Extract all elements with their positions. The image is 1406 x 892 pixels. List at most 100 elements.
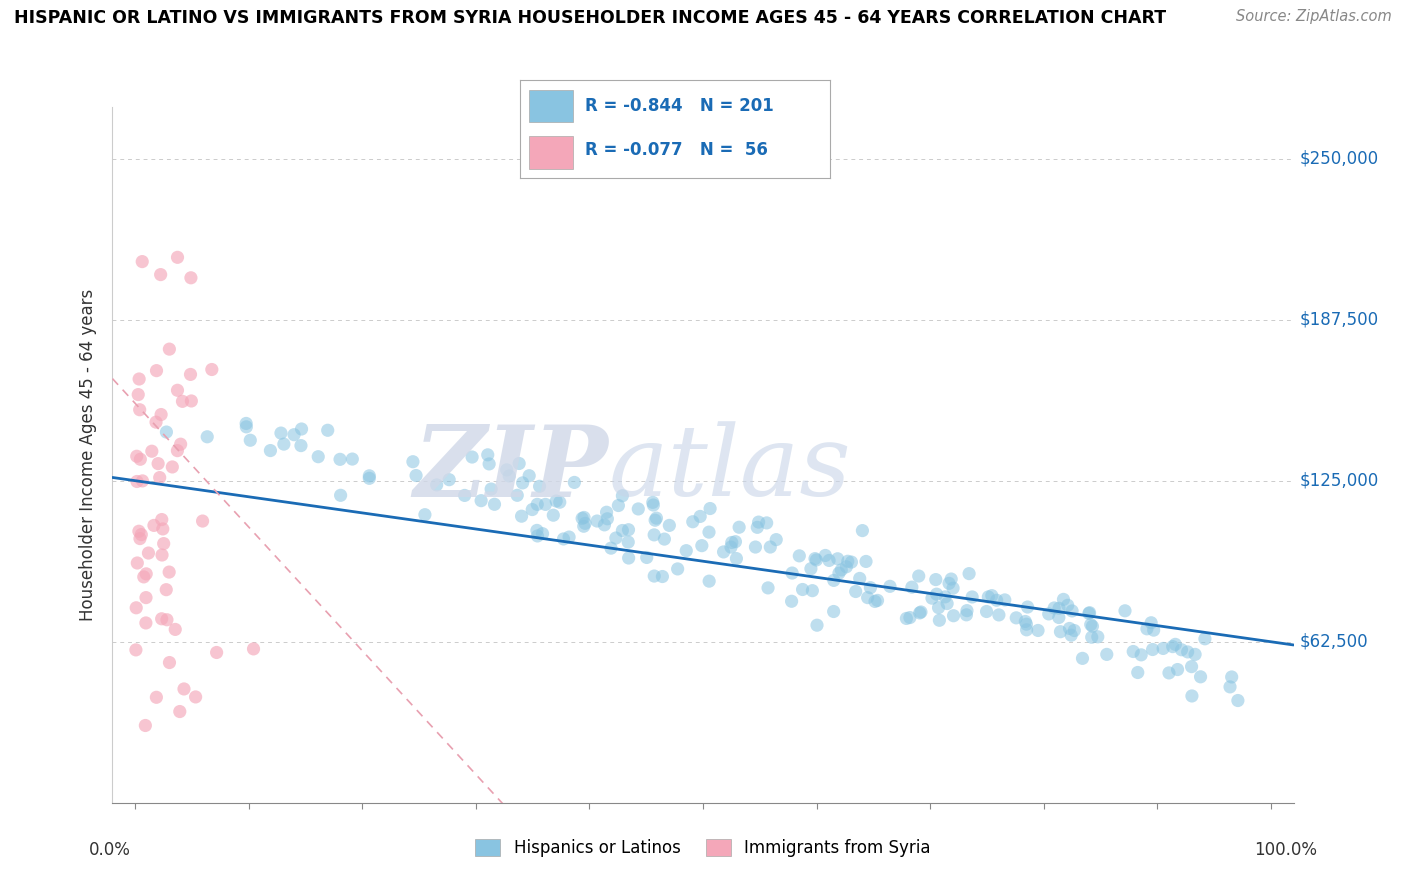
- Text: HISPANIC OR LATINO VS IMMIGRANTS FROM SYRIA HOUSEHOLDER INCOME AGES 45 - 64 YEAR: HISPANIC OR LATINO VS IMMIGRANTS FROM SY…: [14, 9, 1166, 27]
- Point: [863, 594, 886, 608]
- Point: [129, 452, 152, 467]
- Point: [1059, 622, 1081, 636]
- Point: [643, 569, 665, 583]
- Point: [1130, 648, 1153, 662]
- Point: [402, 455, 425, 469]
- Point: [925, 573, 948, 587]
- Point: [1017, 600, 1039, 615]
- Point: [155, 425, 177, 439]
- Point: [571, 511, 593, 525]
- Point: [907, 569, 929, 583]
- Point: [835, 559, 858, 574]
- Point: [879, 579, 901, 593]
- Point: [934, 590, 956, 604]
- Point: [553, 532, 575, 546]
- Point: [780, 594, 803, 608]
- Point: [977, 590, 1000, 604]
- Point: [780, 566, 803, 580]
- Point: [242, 641, 264, 656]
- Point: [564, 475, 586, 490]
- Point: [1071, 651, 1094, 665]
- Point: [127, 387, 149, 401]
- Point: [755, 516, 778, 530]
- Point: [617, 535, 640, 549]
- Point: [201, 362, 224, 376]
- Point: [627, 502, 650, 516]
- FancyBboxPatch shape: [530, 136, 572, 169]
- Point: [152, 522, 174, 536]
- Text: 0.0%: 0.0%: [89, 841, 131, 859]
- Point: [1184, 648, 1206, 662]
- Point: [180, 394, 202, 409]
- Point: [157, 342, 180, 356]
- Point: [1170, 642, 1192, 657]
- Y-axis label: Householder Income Ages 45 - 64 years: Householder Income Ages 45 - 64 years: [79, 289, 97, 621]
- Point: [586, 514, 609, 528]
- Point: [125, 450, 148, 464]
- Point: [942, 608, 965, 623]
- Point: [956, 604, 979, 618]
- Point: [986, 593, 1008, 607]
- Point: [1142, 642, 1164, 657]
- Point: [1095, 648, 1118, 662]
- Point: [1219, 680, 1241, 694]
- Point: [689, 509, 711, 524]
- Point: [125, 643, 148, 657]
- Point: [173, 681, 195, 696]
- Point: [134, 718, 156, 732]
- Point: [149, 470, 172, 484]
- Point: [600, 541, 623, 556]
- Point: [787, 549, 810, 563]
- Point: [283, 427, 305, 442]
- Point: [651, 569, 673, 583]
- Point: [169, 705, 191, 719]
- Point: [146, 457, 169, 471]
- Point: [1005, 611, 1028, 625]
- Point: [942, 581, 965, 595]
- Point: [645, 511, 668, 525]
- Point: [156, 613, 179, 627]
- Point: [641, 495, 664, 509]
- Point: [1077, 607, 1099, 621]
- Point: [910, 605, 932, 619]
- Point: [748, 515, 770, 529]
- Point: [928, 613, 950, 627]
- Text: $125,000: $125,000: [1299, 472, 1379, 490]
- Point: [141, 444, 163, 458]
- Point: [617, 523, 640, 537]
- Point: [150, 612, 173, 626]
- Point: [800, 562, 823, 576]
- Point: [479, 482, 502, 496]
- Point: [522, 502, 544, 516]
- Point: [1038, 607, 1060, 621]
- Point: [484, 497, 506, 511]
- Point: [184, 690, 207, 704]
- Point: [848, 571, 870, 585]
- Point: [239, 434, 262, 448]
- Point: [607, 499, 630, 513]
- Point: [1140, 615, 1163, 630]
- Point: [1078, 606, 1101, 620]
- Point: [142, 518, 165, 533]
- Point: [145, 364, 167, 378]
- Point: [453, 488, 475, 502]
- Point: [1063, 624, 1085, 638]
- Text: R = -0.077   N =  56: R = -0.077 N = 56: [585, 142, 768, 160]
- Point: [980, 589, 1002, 603]
- Point: [595, 505, 617, 519]
- Point: [329, 452, 352, 467]
- Point: [534, 497, 557, 511]
- Point: [1189, 670, 1212, 684]
- Point: [135, 591, 157, 605]
- Point: [690, 539, 713, 553]
- Point: [1087, 630, 1109, 644]
- Point: [131, 527, 153, 541]
- Point: [543, 508, 565, 523]
- Point: [135, 566, 157, 581]
- Point: [342, 452, 364, 467]
- Point: [145, 415, 167, 429]
- Point: [273, 437, 295, 451]
- Point: [851, 524, 873, 538]
- Text: Source: ZipAtlas.com: Source: ZipAtlas.com: [1236, 9, 1392, 24]
- Point: [957, 566, 980, 581]
